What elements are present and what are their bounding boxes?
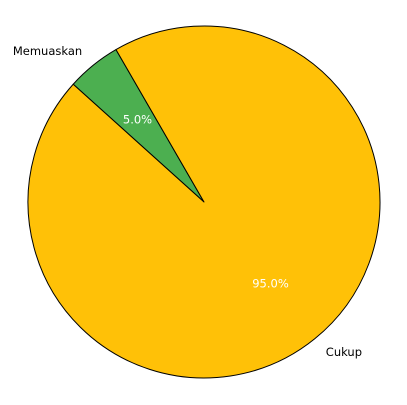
pie-category-label-memuaskan: Memuaskan	[13, 44, 82, 58]
pie-slice-cukup	[27, 25, 381, 379]
pie-percent-label-memuaskan: 5.0%	[123, 112, 152, 126]
pie-category-label-cukup: Cukup	[326, 345, 362, 359]
pie-percent-label-cukup: 95.0%	[252, 277, 289, 291]
pie-labels: Memuaskan 5.0% Cukup 95.0%	[13, 44, 362, 359]
pie-slices	[27, 25, 381, 379]
